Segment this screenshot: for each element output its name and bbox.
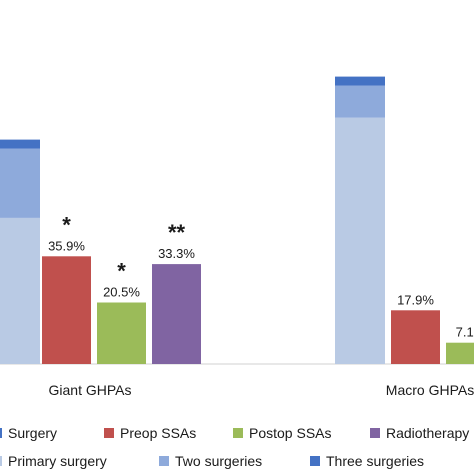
data-label: 17.9%	[397, 292, 434, 307]
bar-postop-ssas-2	[446, 342, 474, 364]
legend-label-postop-ssas: Postop SSAs	[249, 425, 332, 441]
legend-label-two-surgeries: Two surgeries	[175, 453, 262, 469]
legend-label-surgery: Surgery	[8, 425, 57, 441]
legend-swatch-surgery	[0, 428, 2, 438]
legend-label-preop-ssas: Preop SSAs	[120, 425, 196, 441]
legend-swatch-preop-ssas	[104, 428, 114, 438]
data-label: 20.5%	[103, 285, 140, 300]
legend-swatch-three-surgeries	[310, 456, 320, 466]
labels-layer: 35.9%*20.5%*33.3%**Giant GHPAs17.9%7.1%M…	[48, 212, 474, 398]
bar-preop-ssas-2	[391, 310, 440, 364]
bar-postop-ssas-1	[97, 302, 146, 364]
significance-marker: *	[62, 212, 71, 237]
bar-three-surgeries-2	[335, 76, 385, 86]
legend-swatch-radiotherapy	[370, 428, 380, 438]
bar-primary-surgery-2	[335, 117, 385, 364]
category-label: Macro GHPAs	[386, 382, 474, 398]
bar-primary-surgery-1	[0, 217, 40, 364]
bar-two-surgeries-2	[335, 85, 385, 118]
bars-layer	[0, 76, 474, 364]
bar-three-surgeries-1	[0, 139, 40, 149]
legend-swatch-postop-ssas	[233, 428, 243, 438]
bar-preop-ssas-1	[42, 256, 91, 364]
legend-label-primary-surgery: Primary surgery	[8, 453, 107, 469]
legend-label-radiotherapy: Radiotherapy	[386, 425, 469, 441]
data-label: 7.1%	[456, 325, 474, 340]
legend-swatch-two-surgeries	[159, 456, 169, 466]
bar-radiotherapy-1	[152, 264, 201, 364]
category-label: Giant GHPAs	[49, 382, 132, 398]
significance-marker: *	[117, 259, 126, 284]
legend-label-three-surgeries: Three surgeries	[326, 453, 424, 469]
data-label: 33.3%	[158, 246, 195, 261]
data-label: 35.9%	[48, 238, 85, 253]
legend-swatch-primary-surgery	[0, 456, 2, 466]
legend: Surgery Preop SSAs Postop SSAs Radiotherapy…	[0, 425, 469, 469]
significance-marker: **	[168, 220, 186, 245]
bar-two-surgeries-1	[0, 148, 40, 218]
